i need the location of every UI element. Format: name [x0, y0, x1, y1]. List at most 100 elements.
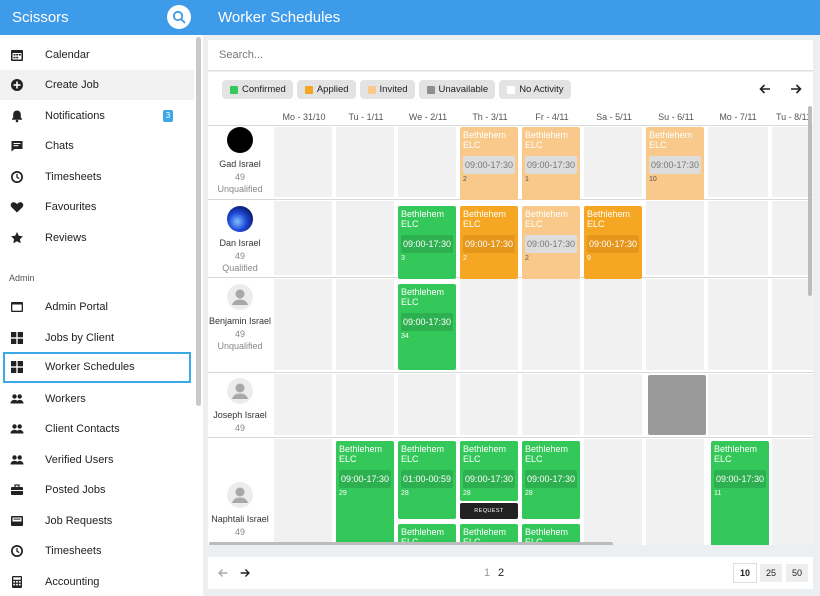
shift-card-applied[interactable]: Bethlehem ELC 09:00-17:30 9 — [584, 206, 642, 279]
schedule-cell[interactable] — [274, 127, 332, 197]
shift-card-applied[interactable]: Bethlehem ELC 09:00-17:30 2 — [460, 206, 518, 279]
shift-card-confirmed[interactable]: Bethlehem ELC — [398, 524, 456, 545]
legend-applied[interactable]: Applied — [296, 80, 356, 99]
search-button[interactable] — [167, 5, 191, 29]
sidebar-item-calendar[interactable]: Calendar — [0, 40, 194, 70]
plus-circle-icon — [11, 79, 23, 91]
shift-card-invited[interactable]: Bethlehem ELC 09:00-17:30 2 — [522, 206, 580, 279]
schedule-cell[interactable] — [460, 374, 518, 435]
shift-card-confirmed[interactable]: Bethlehem ELC 09:00-17:30 34 — [398, 284, 456, 370]
grid-horizontal-scrollbar[interactable] — [209, 542, 613, 545]
search-input[interactable] — [208, 40, 813, 70]
prev-page-icon[interactable] — [216, 566, 230, 580]
unavailable-block[interactable] — [648, 375, 706, 435]
shift-count: 1 — [525, 176, 529, 183]
sidebar-scrollbar[interactable] — [196, 37, 201, 406]
schedule-cell[interactable] — [708, 279, 768, 370]
shift-card-confirmed[interactable]: Bethlehem ELC 09:00-17:30 28 — [460, 441, 518, 501]
shift-card-confirmed[interactable]: Bethlehem ELC — [460, 524, 518, 545]
shift-card-confirmed[interactable]: Bethlehem ELC 09:00-17:30 3 — [398, 206, 456, 279]
sidebar-item-reviews[interactable]: Reviews — [0, 223, 194, 253]
worker-gad-israel[interactable]: Gad Israel 49 Unqualified — [208, 127, 272, 194]
legend-no-activity[interactable]: No Activity — [499, 80, 571, 99]
schedule-cell[interactable] — [274, 201, 332, 275]
worker-name: Gad Israel — [219, 159, 261, 169]
worker-joseph-israel[interactable]: Joseph Israel 49 — [208, 378, 272, 433]
sidebar-item-job-requests[interactable]: Job Requests — [0, 506, 194, 536]
sidebar-item-timesheets-admin[interactable]: Timesheets — [0, 536, 194, 566]
page-1-button[interactable]: 1 — [484, 567, 491, 579]
page-size-50[interactable]: 50 — [786, 564, 808, 582]
arrow-right-icon[interactable] — [788, 81, 804, 97]
schedule-cell[interactable] — [584, 374, 642, 435]
sidebar-item-posted-jobs[interactable]: Posted Jobs — [0, 475, 194, 505]
shift-title: Bethlehem ELC — [714, 444, 758, 464]
schedule-cell[interactable] — [646, 279, 704, 370]
legend-invited[interactable]: Invited — [359, 80, 415, 99]
sidebar-item-label: Accounting — [45, 576, 100, 588]
sidebar-item-create-job[interactable]: Create Job — [0, 70, 194, 100]
schedule-cell[interactable] — [460, 279, 518, 370]
schedule-cell[interactable] — [274, 279, 332, 370]
worker-name: Naphtali Israel — [211, 514, 269, 524]
sidebar-item-label: Notifications — [45, 110, 105, 122]
schedule-cell[interactable] — [646, 439, 704, 545]
shift-card-confirmed[interactable]: Bethlehem ELC — [522, 524, 580, 545]
page-size-25[interactable]: 25 — [760, 564, 782, 582]
schedule-cell[interactable] — [772, 127, 813, 197]
schedule-cell[interactable] — [646, 201, 704, 275]
shift-card-invited[interactable]: Bethlehem ELC 09:00-17:30 1 — [522, 127, 580, 200]
legend-unavailable[interactable]: Unavailable — [418, 80, 496, 99]
sidebar-item-admin-portal[interactable]: Admin Portal — [0, 292, 194, 322]
worker-naphtali-israel[interactable]: Naphtali Israel 49 — [208, 482, 272, 537]
shift-card-invited[interactable]: Bethlehem ELC 09:00-17:30 2 — [460, 127, 518, 200]
schedule-cell[interactable] — [522, 279, 580, 370]
schedule-cell[interactable] — [398, 374, 456, 435]
schedule-cell[interactable] — [584, 279, 642, 370]
sidebar-item-client-contacts[interactable]: Client Contacts — [0, 414, 194, 444]
schedule-cell[interactable] — [274, 374, 332, 435]
sidebar-item-workers[interactable]: Workers — [0, 384, 194, 414]
schedule-cell[interactable] — [772, 201, 813, 275]
avatar — [227, 206, 253, 232]
schedule-cell[interactable] — [398, 127, 456, 197]
sidebar-item-jobs-by-client[interactable]: Jobs by Client — [0, 323, 194, 353]
schedule-cell[interactable] — [274, 439, 332, 545]
schedule-cell[interactable] — [336, 374, 394, 435]
schedule-cell[interactable] — [772, 374, 813, 435]
schedule-cell[interactable] — [584, 127, 642, 197]
sidebar-item-worker-schedules[interactable]: Worker Schedules — [3, 352, 191, 383]
sidebar-item-timesheets[interactable]: Timesheets — [0, 162, 194, 192]
shift-card-confirmed[interactable]: Bethlehem ELC 01:00-00:59 28 — [398, 441, 456, 519]
schedule-cell[interactable] — [522, 374, 580, 435]
worker-benjamin-israel[interactable]: Benjamin Israel 49 Unqualified — [208, 284, 272, 351]
request-location-button[interactable]: REQUEST LOCATION — [460, 503, 518, 530]
page-size-10[interactable]: 10 — [734, 564, 756, 582]
sidebar-item-notifications[interactable]: Notifications 3 — [0, 101, 194, 131]
schedule-cell[interactable] — [708, 201, 768, 275]
sidebar-item-accounting[interactable]: Accounting — [0, 567, 194, 596]
legend-confirmed[interactable]: Confirmed — [222, 80, 293, 99]
sidebar-item-chats[interactable]: Chats — [0, 131, 194, 161]
schedule-cell[interactable] — [336, 279, 394, 370]
schedule-cell[interactable] — [584, 439, 642, 545]
worker-dan-israel[interactable]: Dan Israel 49 Qualified — [208, 206, 272, 273]
sidebar-item-favourites[interactable]: Favourites — [0, 192, 194, 222]
schedule-cell[interactable] — [708, 127, 768, 197]
worker-status: Qualified — [222, 263, 258, 273]
schedule-cell[interactable] — [772, 279, 813, 370]
schedule-cell[interactable] — [708, 374, 768, 435]
next-page-icon[interactable] — [238, 566, 252, 580]
shift-title: Bethlehem ELC — [401, 209, 445, 229]
shift-card-invited[interactable]: Bethlehem ELC 09:00-17:30 10 — [646, 127, 704, 200]
shift-card-confirmed[interactable]: Bethlehem ELC 09:00-17:30 28 — [522, 441, 580, 519]
page-2-button[interactable]: 2 — [498, 567, 505, 579]
sidebar-item-verified-users[interactable]: Verified Users — [0, 445, 194, 475]
schedule-cell[interactable] — [336, 201, 394, 275]
arrow-left-icon[interactable] — [757, 81, 773, 97]
schedule-cell[interactable] — [336, 127, 394, 197]
schedule-cell[interactable] — [772, 439, 813, 545]
shift-card-confirmed[interactable]: Bethlehem ELC 09:00-17:30 29 — [336, 441, 394, 545]
shift-card-confirmed[interactable]: Bethlehem ELC 09:00-17:30 11 — [711, 441, 769, 545]
grid-vertical-scrollbar[interactable] — [808, 106, 812, 296]
